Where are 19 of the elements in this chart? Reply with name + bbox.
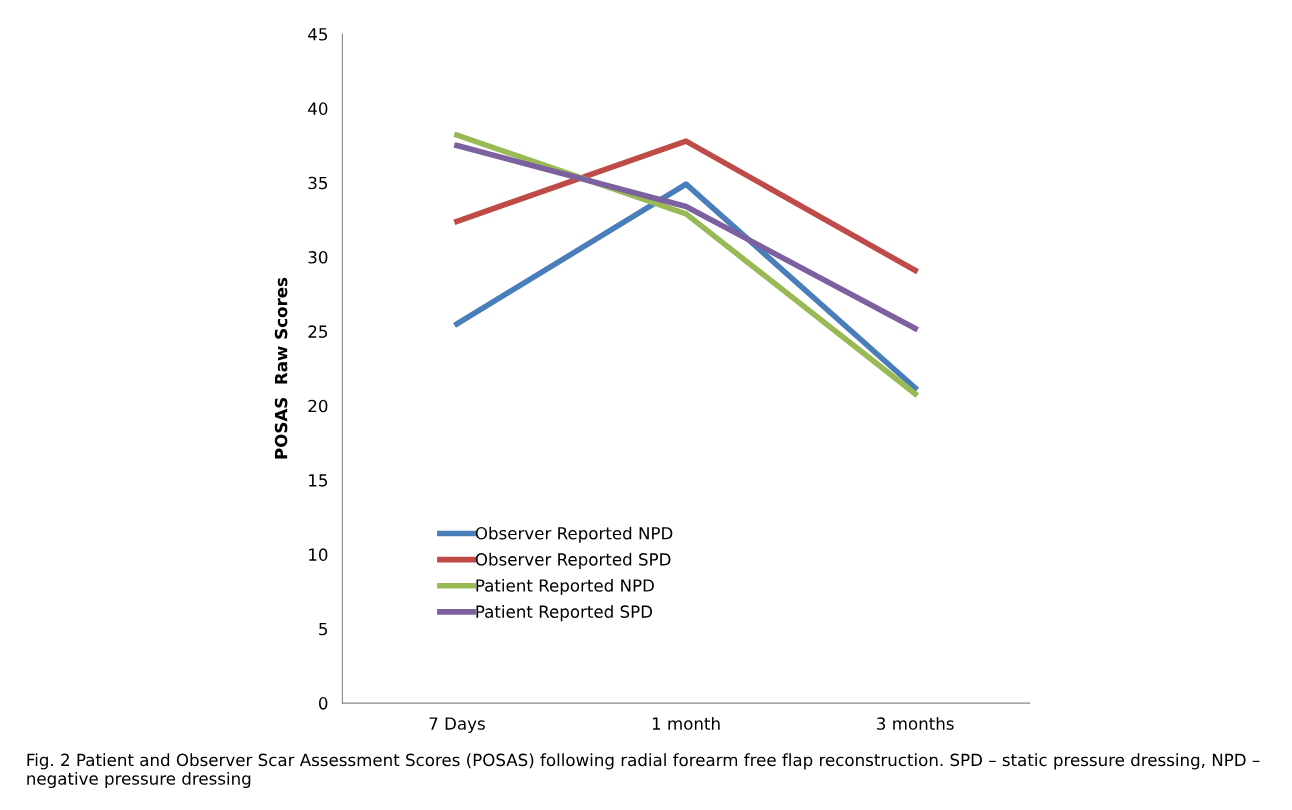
caption: Fig. 2 Patient and Observer Scar Assessment Scores (POSAS) following radial forearm free flap reconstruction. SPD – static pressure dressing, NPD – negative pressure dressing: [27, 753, 1260, 789]
y-tick-label: 0: [318, 697, 328, 710]
y-tick-label: 35: [308, 176, 328, 190]
y-tick-label: 40: [308, 102, 328, 115]
y-tick-label: 25: [308, 325, 328, 338]
y-tick-label: 5: [319, 622, 328, 636]
x-tick-label: 3 months: [877, 716, 954, 730]
x-tick-label: 7 Days: [429, 717, 485, 734]
x-tick-label: 1 month: [652, 716, 720, 730]
y-tick-label: 10: [309, 548, 328, 561]
legend-label: Patient Reported SPD: [476, 605, 653, 622]
y-axis-title: POSAS Raw Scores: [274, 277, 288, 459]
legend-label: Observer Reported SPD: [475, 552, 671, 569]
y-tick-label: 20: [308, 399, 328, 413]
y-tick-label: 45: [308, 28, 328, 41]
y-tick-label: 30: [308, 251, 328, 264]
y-tick-label: 15: [309, 474, 328, 487]
legend-label: Patient Reported NPD: [476, 578, 654, 596]
legend-label: Observer Reported NPD: [475, 526, 673, 543]
